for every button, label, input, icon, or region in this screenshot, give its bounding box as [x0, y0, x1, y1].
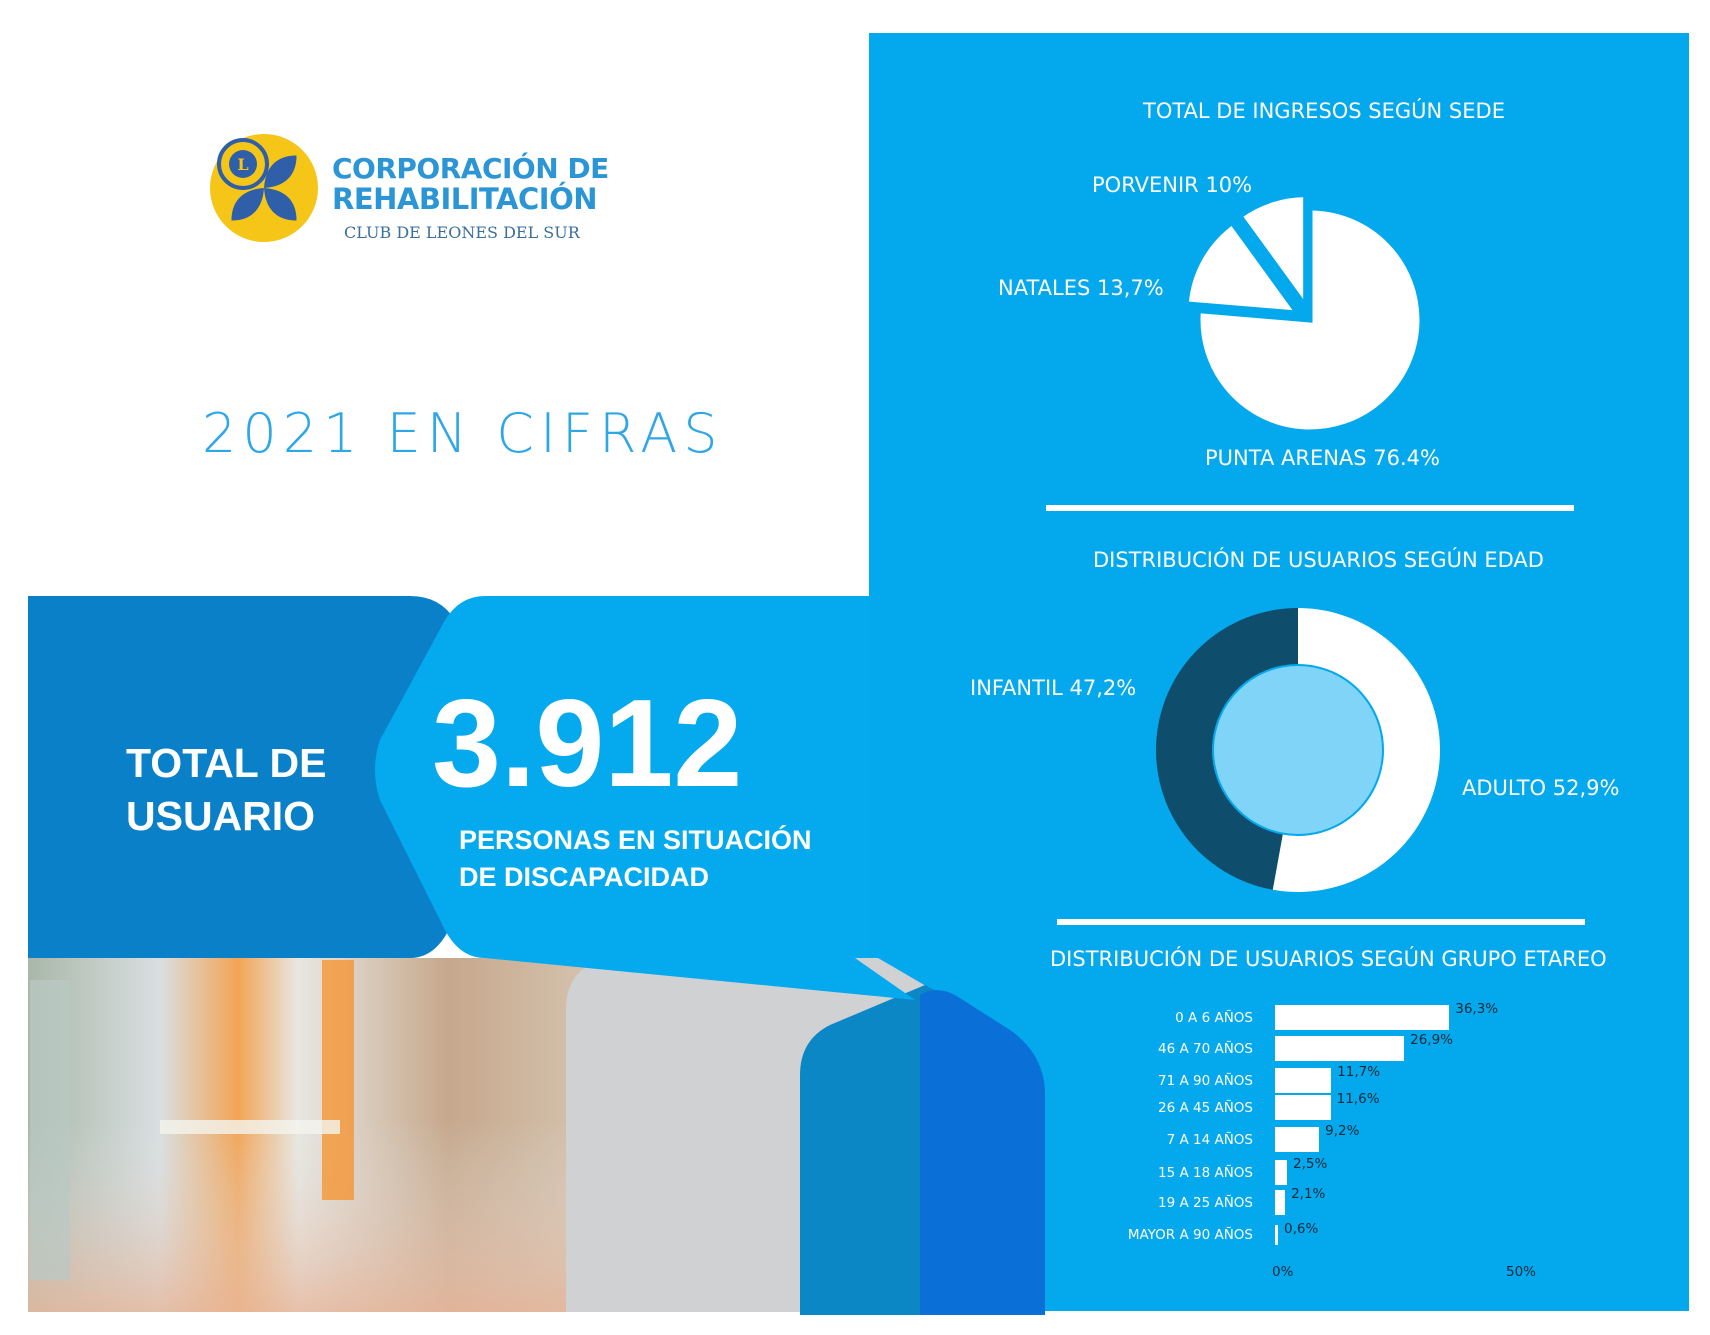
pie1-label-punta-arenas: PUNTA ARENAS 76.4% [1205, 446, 1440, 470]
donut-slice-infantil [1156, 608, 1298, 890]
lions-emblem-icon: L [210, 134, 318, 242]
x-tick-0: 0% [1272, 1264, 1294, 1280]
pie1-label-natales: NATALES 13,7% [998, 276, 1164, 300]
logo-line3: CLUB DE LEONES DEL SUR [344, 223, 580, 242]
svg-text:L: L [237, 155, 248, 174]
x-tick-50: 50% [1506, 1264, 1537, 1280]
chart2-title: DISTRIBUCIÓN DE USUARIOS SEGÚN EDAD [1093, 548, 1544, 572]
total-number: 3.912 [432, 675, 743, 813]
total-label-line1: TOTAL DE [126, 740, 327, 786]
pie1-label-porvenir: PORVENIR 10% [1092, 173, 1253, 197]
chart1-title: TOTAL DE INGRESOS SEGÚN SEDE [1143, 99, 1505, 123]
pie-slice-porvenir [1236, 192, 1309, 315]
divider-2 [1057, 919, 1585, 925]
page-headline: 2021 EN CIFRAS [202, 402, 724, 465]
pie-slice-natales [1183, 218, 1304, 317]
logo-line1: CORPORACIÓN DE [332, 152, 609, 185]
total-subtitle-line1: PERSONAS EN SITUACIÓN [459, 825, 812, 855]
donut-label-infantil: INFANTIL 47,2% [970, 676, 1137, 700]
donut-label-adulto: ADULTO 52,9% [1462, 776, 1620, 800]
logo: L CORPORACIÓN DE REHABILITACIÓN CLUB DE … [208, 132, 609, 247]
donut-slice-adulto [1272, 608, 1440, 892]
chart3-title: DISTRIBUCIÓN DE USUARIOS SEGÚN GRUPO ETA… [1050, 947, 1607, 971]
total-subtitle-line2: DE DISCAPACIDAD [459, 862, 710, 892]
logo-line2: REHABILITACIÓN [332, 182, 598, 216]
donut-center [1214, 666, 1382, 834]
total-label-line2: USUARIO [126, 793, 316, 839]
edad-donut-chart [1156, 608, 1440, 892]
divider-1 [1046, 505, 1574, 511]
sede-pie-chart [1183, 192, 1425, 435]
pie-slice-punta-arenas [1195, 205, 1425, 435]
